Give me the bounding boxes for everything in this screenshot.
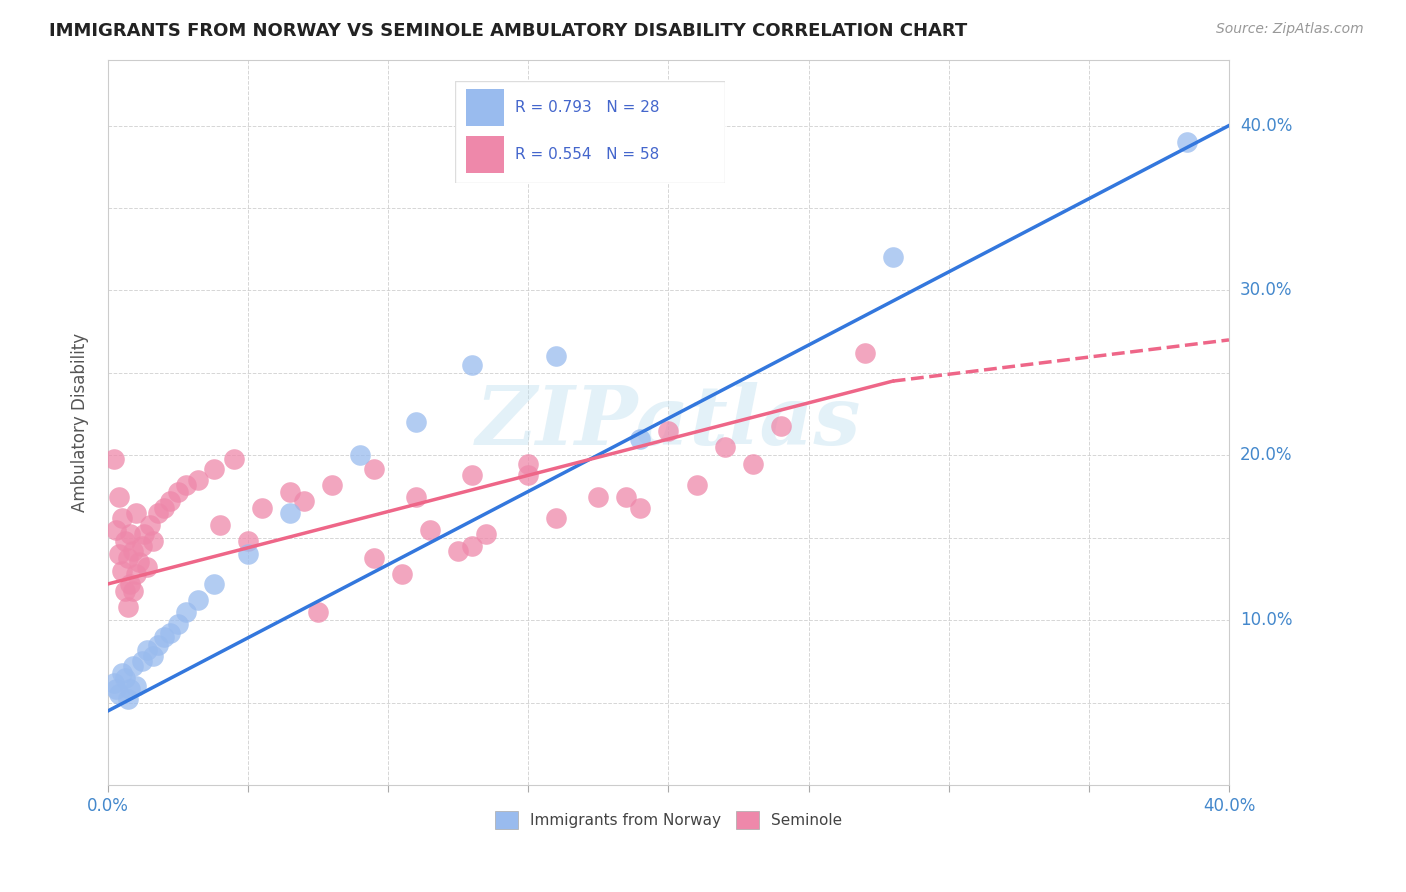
Point [475, 527, 498, 541]
Point [108, 490, 131, 504]
Point [546, 350, 568, 364]
Point [105, 682, 128, 697]
Text: 40.0%: 40.0% [1240, 117, 1292, 135]
Point [128, 556, 150, 570]
Point [517, 457, 540, 471]
Point [292, 494, 315, 508]
Point [187, 593, 209, 607]
Point [159, 626, 181, 640]
Point [250, 501, 273, 516]
Point [103, 451, 125, 466]
Point [111, 511, 134, 525]
Point [616, 490, 638, 504]
Point [103, 676, 125, 690]
Point [117, 550, 139, 565]
Text: 30.0%: 30.0% [1240, 282, 1292, 300]
Point [363, 461, 385, 475]
Point [167, 484, 190, 499]
Point [447, 544, 470, 558]
Point [122, 544, 145, 558]
Point [142, 649, 165, 664]
Point [321, 478, 343, 492]
Point [136, 560, 159, 574]
Y-axis label: Ambulatory Disability: Ambulatory Disability [72, 333, 89, 512]
Point [176, 605, 198, 619]
Point [114, 534, 136, 549]
Point [405, 415, 427, 429]
Point [1175, 135, 1198, 149]
Point [657, 424, 679, 438]
Point [131, 539, 153, 553]
Point [125, 679, 148, 693]
Point [153, 630, 176, 644]
Point [236, 534, 259, 549]
Point [108, 547, 131, 561]
Point [419, 523, 441, 537]
Point [224, 451, 246, 466]
Point [122, 659, 145, 673]
Text: ZIPatlas: ZIPatlas [475, 383, 862, 462]
Point [131, 655, 153, 669]
Legend: Immigrants from Norway, Seminole: Immigrants from Norway, Seminole [488, 805, 848, 836]
Point [167, 616, 190, 631]
Point [461, 539, 484, 553]
Point [159, 494, 181, 508]
Point [741, 457, 763, 471]
Point [307, 605, 329, 619]
Point [630, 432, 652, 446]
Point [204, 461, 226, 475]
Point [117, 600, 139, 615]
Text: Source: ZipAtlas.com: Source: ZipAtlas.com [1216, 22, 1364, 37]
Point [685, 478, 707, 492]
Point [349, 448, 371, 462]
Point [125, 506, 148, 520]
Point [111, 665, 134, 680]
Point [105, 523, 128, 537]
Point [136, 643, 159, 657]
Point [853, 346, 876, 360]
Point [139, 517, 162, 532]
Point [546, 511, 568, 525]
Point [209, 517, 232, 532]
Point [117, 692, 139, 706]
Point [134, 527, 156, 541]
Point [363, 550, 385, 565]
Point [204, 577, 226, 591]
Point [187, 473, 209, 487]
Point [142, 534, 165, 549]
Point [111, 564, 134, 578]
Point [278, 484, 301, 499]
Text: 10.0%: 10.0% [1240, 611, 1292, 629]
Point [461, 358, 484, 372]
Point [114, 583, 136, 598]
Point [120, 527, 142, 541]
Point [630, 501, 652, 516]
Text: IMMIGRANTS FROM NORWAY VS SEMINOLE AMBULATORY DISABILITY CORRELATION CHART: IMMIGRANTS FROM NORWAY VS SEMINOLE AMBUL… [49, 22, 967, 40]
Point [120, 682, 142, 697]
Point [236, 547, 259, 561]
Point [713, 440, 735, 454]
Point [176, 478, 198, 492]
Point [517, 468, 540, 483]
Point [882, 251, 904, 265]
Point [153, 501, 176, 516]
Point [122, 583, 145, 598]
Point [120, 577, 142, 591]
Point [588, 490, 610, 504]
Point [148, 506, 170, 520]
Text: 20.0%: 20.0% [1240, 446, 1292, 465]
Point [125, 567, 148, 582]
Point [148, 638, 170, 652]
Point [461, 468, 484, 483]
Point [114, 671, 136, 685]
Point [405, 490, 427, 504]
Point [391, 567, 413, 582]
Point [769, 418, 792, 433]
Point [108, 687, 131, 701]
Point [278, 506, 301, 520]
